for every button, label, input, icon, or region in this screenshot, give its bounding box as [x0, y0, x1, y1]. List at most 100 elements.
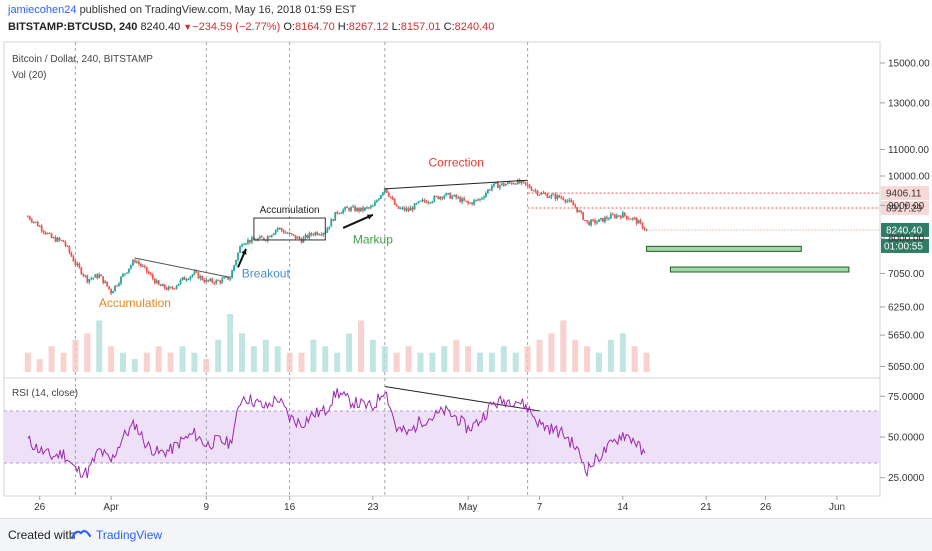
- rsi-band: [4, 411, 880, 463]
- candle-body: [423, 199, 426, 202]
- candle-body: [411, 207, 414, 210]
- candle-body: [54, 237, 57, 242]
- target-zone: [646, 245, 802, 252]
- open-value: 8164.70: [294, 21, 335, 33]
- candle-body: [600, 218, 602, 220]
- candle-body: [487, 189, 489, 194]
- candle-body: [409, 207, 412, 211]
- tradingview-brand-link[interactable]: TradingView: [96, 528, 163, 542]
- volume-bar: [155, 346, 162, 372]
- candle-body: [375, 200, 378, 202]
- candle-body: [362, 207, 364, 211]
- footer-bar: Created with TradingView: [0, 518, 932, 551]
- candle-body: [475, 199, 477, 201]
- rsi-divergence-line: [384, 386, 540, 412]
- price-change: −234.59 (−2.77%): [192, 21, 281, 33]
- volume-bar: [405, 346, 412, 372]
- candle-body: [34, 221, 37, 223]
- candle-body: [596, 221, 598, 224]
- candle-body: [431, 201, 434, 203]
- candle-body: [68, 246, 71, 253]
- candle-body: [377, 198, 380, 201]
- rsi-tick-label: 25.0000: [888, 473, 925, 484]
- candle-body: [181, 277, 184, 280]
- candle-body: [294, 235, 297, 239]
- candle-body: [494, 182, 497, 184]
- candle-body: [613, 214, 616, 218]
- candle-body: [62, 240, 65, 242]
- candle-body: [245, 243, 247, 245]
- chart-canvas[interactable]: 9406.11 8917.29 8240.40 01:00:55 Accumulatio…: [0, 0, 932, 518]
- countdown-label: 01:00:55: [884, 241, 923, 252]
- candle-body: [312, 234, 315, 236]
- price-tick-label: 11000.00: [888, 145, 929, 156]
- time-tick-label: 16: [284, 502, 296, 513]
- candle-body: [268, 236, 271, 238]
- candle-body: [235, 260, 237, 266]
- candle-body: [330, 219, 333, 227]
- candle-body: [260, 236, 263, 238]
- candle-body: [213, 282, 216, 284]
- accumulation-box: [253, 217, 326, 241]
- candle-body: [274, 230, 277, 234]
- candle-body: [128, 268, 130, 273]
- candle-body: [439, 196, 442, 200]
- candle-body: [233, 265, 235, 271]
- rsi-pane-label: RSI (14, close): [12, 388, 78, 399]
- candle-body: [457, 197, 460, 199]
- candle-body: [643, 228, 646, 230]
- candle-body: [594, 219, 596, 224]
- candle-body: [445, 193, 448, 196]
- time-tick-label: May: [459, 502, 478, 513]
- candle-body: [364, 207, 366, 211]
- candle-body: [366, 207, 368, 209]
- candle-body: [334, 212, 337, 221]
- candle-body: [556, 195, 559, 199]
- candle-body: [627, 218, 630, 220]
- candle-body: [350, 207, 352, 211]
- candle-body: [141, 265, 144, 267]
- candle-body: [483, 196, 485, 199]
- candle-body: [524, 182, 527, 185]
- candle-body: [318, 234, 321, 236]
- candle-body: [149, 273, 152, 275]
- candle-body: [40, 225, 43, 231]
- time-tick-label: Apr: [103, 502, 119, 513]
- candle-body: [195, 271, 198, 273]
- candle-body: [637, 220, 640, 224]
- level-price-label: 9406.11: [886, 189, 922, 200]
- candle-body: [356, 207, 358, 212]
- level-price-tag: [881, 200, 929, 215]
- candle-body: [60, 239, 63, 241]
- time-tick-label: 26: [34, 502, 46, 513]
- volume-bar: [191, 352, 198, 372]
- candle-body: [338, 213, 341, 215]
- candle-body: [161, 284, 164, 287]
- candle-body: [56, 237, 59, 242]
- candle-body: [633, 217, 636, 219]
- candle-body: [262, 237, 265, 240]
- candle-body: [98, 274, 101, 279]
- time-tick-label: 9: [204, 502, 210, 513]
- candle-body: [417, 201, 420, 204]
- author-link[interactable]: jamiecohen24: [8, 4, 77, 16]
- volume-bar: [429, 352, 436, 372]
- candle-body: [566, 200, 569, 202]
- candle-body: [425, 201, 428, 204]
- candle-body: [479, 198, 481, 200]
- close-label: C:: [443, 21, 455, 33]
- candle-body: [229, 278, 231, 280]
- candle-body: [187, 279, 190, 281]
- candle-body: [124, 273, 126, 275]
- candle-body: [272, 233, 275, 236]
- price-tick-label: 7050.00: [888, 269, 925, 280]
- candle-body: [64, 241, 67, 246]
- volume-bar: [167, 352, 174, 372]
- candle-body: [100, 274, 103, 277]
- candle-body: [379, 195, 382, 199]
- volume-bar: [548, 333, 555, 372]
- candle-body: [237, 252, 239, 261]
- candle-body: [30, 219, 33, 223]
- volume-bar: [215, 339, 222, 372]
- candle-body: [550, 194, 553, 198]
